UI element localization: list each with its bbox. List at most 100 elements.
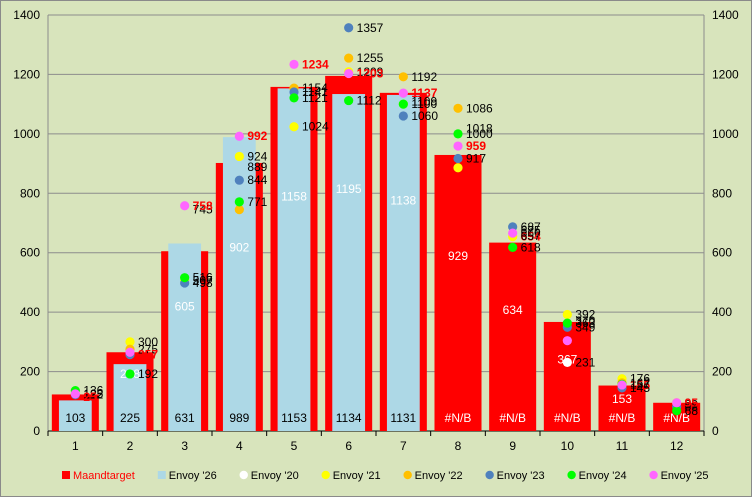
value-annotation: 1209 (357, 65, 384, 79)
point-envoy-20 (562, 357, 572, 367)
point-envoy-24 (125, 369, 135, 379)
legend-label-envoy-21: Envoy '21 (333, 470, 381, 482)
value-annotation: 176 (630, 372, 650, 386)
legend-swatch-envoy-22 (403, 470, 412, 480)
bar-label-envoy-26: 225 (120, 411, 140, 425)
point-envoy-21 (289, 122, 299, 132)
value-annotation: 917 (466, 152, 486, 166)
y-tick-label-right: 200 (712, 365, 732, 379)
y-tick-label-right: 800 (712, 186, 732, 200)
value-annotation: 1154 (302, 81, 328, 95)
bar-label-envoy-26: 103 (65, 411, 85, 425)
value-annotation: 370 (575, 314, 595, 328)
point-envoy-23 (453, 153, 463, 164)
x-tick-label: 3 (181, 439, 188, 453)
value-annotation: 618 (521, 240, 541, 254)
y-tick-label-left: 200 (20, 365, 40, 379)
x-tick-label: 11 (616, 439, 629, 453)
value-annotation: 1357 (357, 21, 384, 35)
bar-envoy-26 (222, 137, 256, 431)
value-annotation: 192 (138, 367, 158, 381)
y-tick-label-left: 0 (33, 424, 40, 438)
bar-label-overlay: 1158 (281, 189, 307, 203)
y-tick-label-left: 800 (20, 186, 40, 200)
value-annotation: 125 (83, 387, 103, 401)
x-tick-label: 9 (509, 439, 516, 453)
value-annotation: 68 (685, 404, 699, 418)
x-tick-label: 5 (291, 439, 298, 453)
legend-label-envoy-22: Envoy '22 (415, 470, 463, 482)
point-envoy-22 (344, 53, 354, 63)
value-annotation: 1192 (411, 70, 437, 84)
x-tick-label: 2 (127, 439, 134, 453)
point-envoy-22 (398, 72, 408, 82)
bar-label-envoy-26: #N/B (609, 411, 636, 425)
point-envoy-24 (398, 99, 408, 109)
value-annotation: 1137 (411, 86, 437, 100)
point-envoy-25 (125, 347, 135, 357)
y-tick-label-right: 1200 (712, 67, 739, 81)
legend-label-envoy-23: Envoy '23 (497, 470, 545, 482)
value-annotation: 136 (83, 384, 103, 398)
y-tick-label-right: 0 (712, 424, 719, 438)
legend-swatch-envoy-21 (321, 470, 330, 480)
bar-envoy-26 (58, 400, 92, 431)
bar-label-maandtarget: 634 (503, 303, 523, 317)
value-annotation: 1024 (302, 120, 329, 134)
value-annotation: 95 (685, 396, 699, 410)
value-annotation: 157 (630, 377, 650, 391)
bar-envoy-26 (277, 88, 311, 431)
x-tick-label: 4 (236, 439, 243, 453)
point-envoy-25 (398, 88, 408, 98)
point-envoy-22 (453, 103, 463, 113)
x-tick-label: 8 (455, 439, 462, 453)
legend-label-envoy-20: Envoy '20 (251, 470, 299, 482)
x-tick-label: 7 (400, 439, 407, 453)
point-envoy-25 (672, 398, 682, 408)
point-envoy-24 (180, 273, 190, 283)
value-annotation: 04 (575, 334, 589, 348)
value-annotation: 257 (138, 348, 158, 362)
bar-label-envoy-26: 1153 (281, 411, 307, 425)
legend-swatch-envoy-25 (649, 470, 658, 480)
value-annotation: 1000 (466, 127, 493, 141)
point-envoy-23 (234, 175, 244, 185)
value-annotation: 1255 (357, 51, 384, 65)
point-envoy-21 (125, 337, 135, 347)
point-envoy-25 (562, 336, 572, 346)
value-annotation: 745 (193, 203, 213, 217)
bar-label-maandtarget: 929 (448, 249, 468, 263)
legend-swatch-envoy-24 (567, 470, 576, 480)
value-annotation: 231 (575, 355, 595, 369)
point-envoy-22 (234, 205, 244, 215)
point-envoy-23 (344, 23, 354, 33)
value-annotation: 95 (685, 396, 699, 410)
legend-label-maandtarget: Maandtarget (73, 470, 135, 482)
value-annotation: 82 (685, 400, 699, 414)
value-annotation: 959 (466, 139, 486, 153)
y-tick-label-left: 1400 (13, 8, 40, 22)
value-annotation: 498 (193, 276, 213, 290)
bar-label-overlay: 1195 (336, 182, 362, 196)
x-tick-label: 10 (561, 439, 575, 453)
y-tick-label-right: 1000 (712, 127, 739, 141)
value-annotation: 771 (247, 195, 267, 209)
value-annotation: 89 (685, 398, 699, 412)
y-tick-label-right: 600 (712, 246, 732, 260)
value-annotation: 924 (247, 149, 267, 163)
point-envoy-24 (344, 95, 354, 106)
value-annotation: 1018 (466, 122, 493, 136)
legend-swatch-maandtarget (62, 471, 70, 479)
value-annotation: 1086 (466, 101, 493, 115)
y-tick-label-left: 400 (20, 305, 40, 319)
value-annotation: 516 (193, 271, 213, 285)
point-envoy-24 (672, 406, 682, 416)
x-tick-label: 6 (345, 439, 352, 453)
value-annotation: 363 (575, 316, 595, 330)
bar-label-envoy-26: 989 (229, 411, 249, 425)
point-envoy-21 (234, 151, 244, 162)
value-annotation: 1109 (411, 94, 437, 108)
y-tick-label-left: 1200 (13, 67, 40, 81)
value-annotation: 155 (630, 378, 650, 392)
bar-label-envoy-26: #N/B (554, 411, 581, 425)
